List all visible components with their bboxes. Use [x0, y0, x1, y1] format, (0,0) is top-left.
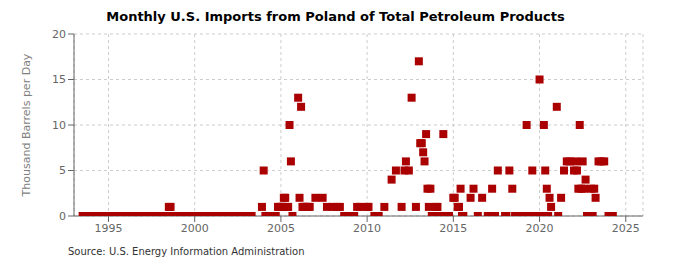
svg-text:2025: 2025: [612, 222, 640, 235]
html-text:Monthly U.S. Imports from Pola: Monthly U.S. Imports from Poland of Tota…: [106, 9, 565, 24]
svg-text:2000: 2000: [181, 222, 209, 235]
svg-text:0: 0: [59, 210, 66, 223]
svg-text:15: 15: [52, 73, 66, 86]
svg-text:20: 20: [52, 28, 66, 41]
svg-text:2010: 2010: [353, 222, 381, 235]
svg-text:2015: 2015: [439, 222, 467, 235]
svg-text:10: 10: [52, 119, 66, 132]
html-text:Source: U.S. Energy Informatio: Source: U.S. Energy Information Administ…: [68, 246, 305, 257]
svg-text:Thousand Barrels per Day: Thousand Barrels per Day: [20, 53, 33, 197]
svg-text:1995: 1995: [94, 222, 122, 235]
svg-text:2020: 2020: [526, 222, 554, 235]
svg-text:5: 5: [59, 164, 66, 177]
svg-text:2005: 2005: [267, 222, 295, 235]
